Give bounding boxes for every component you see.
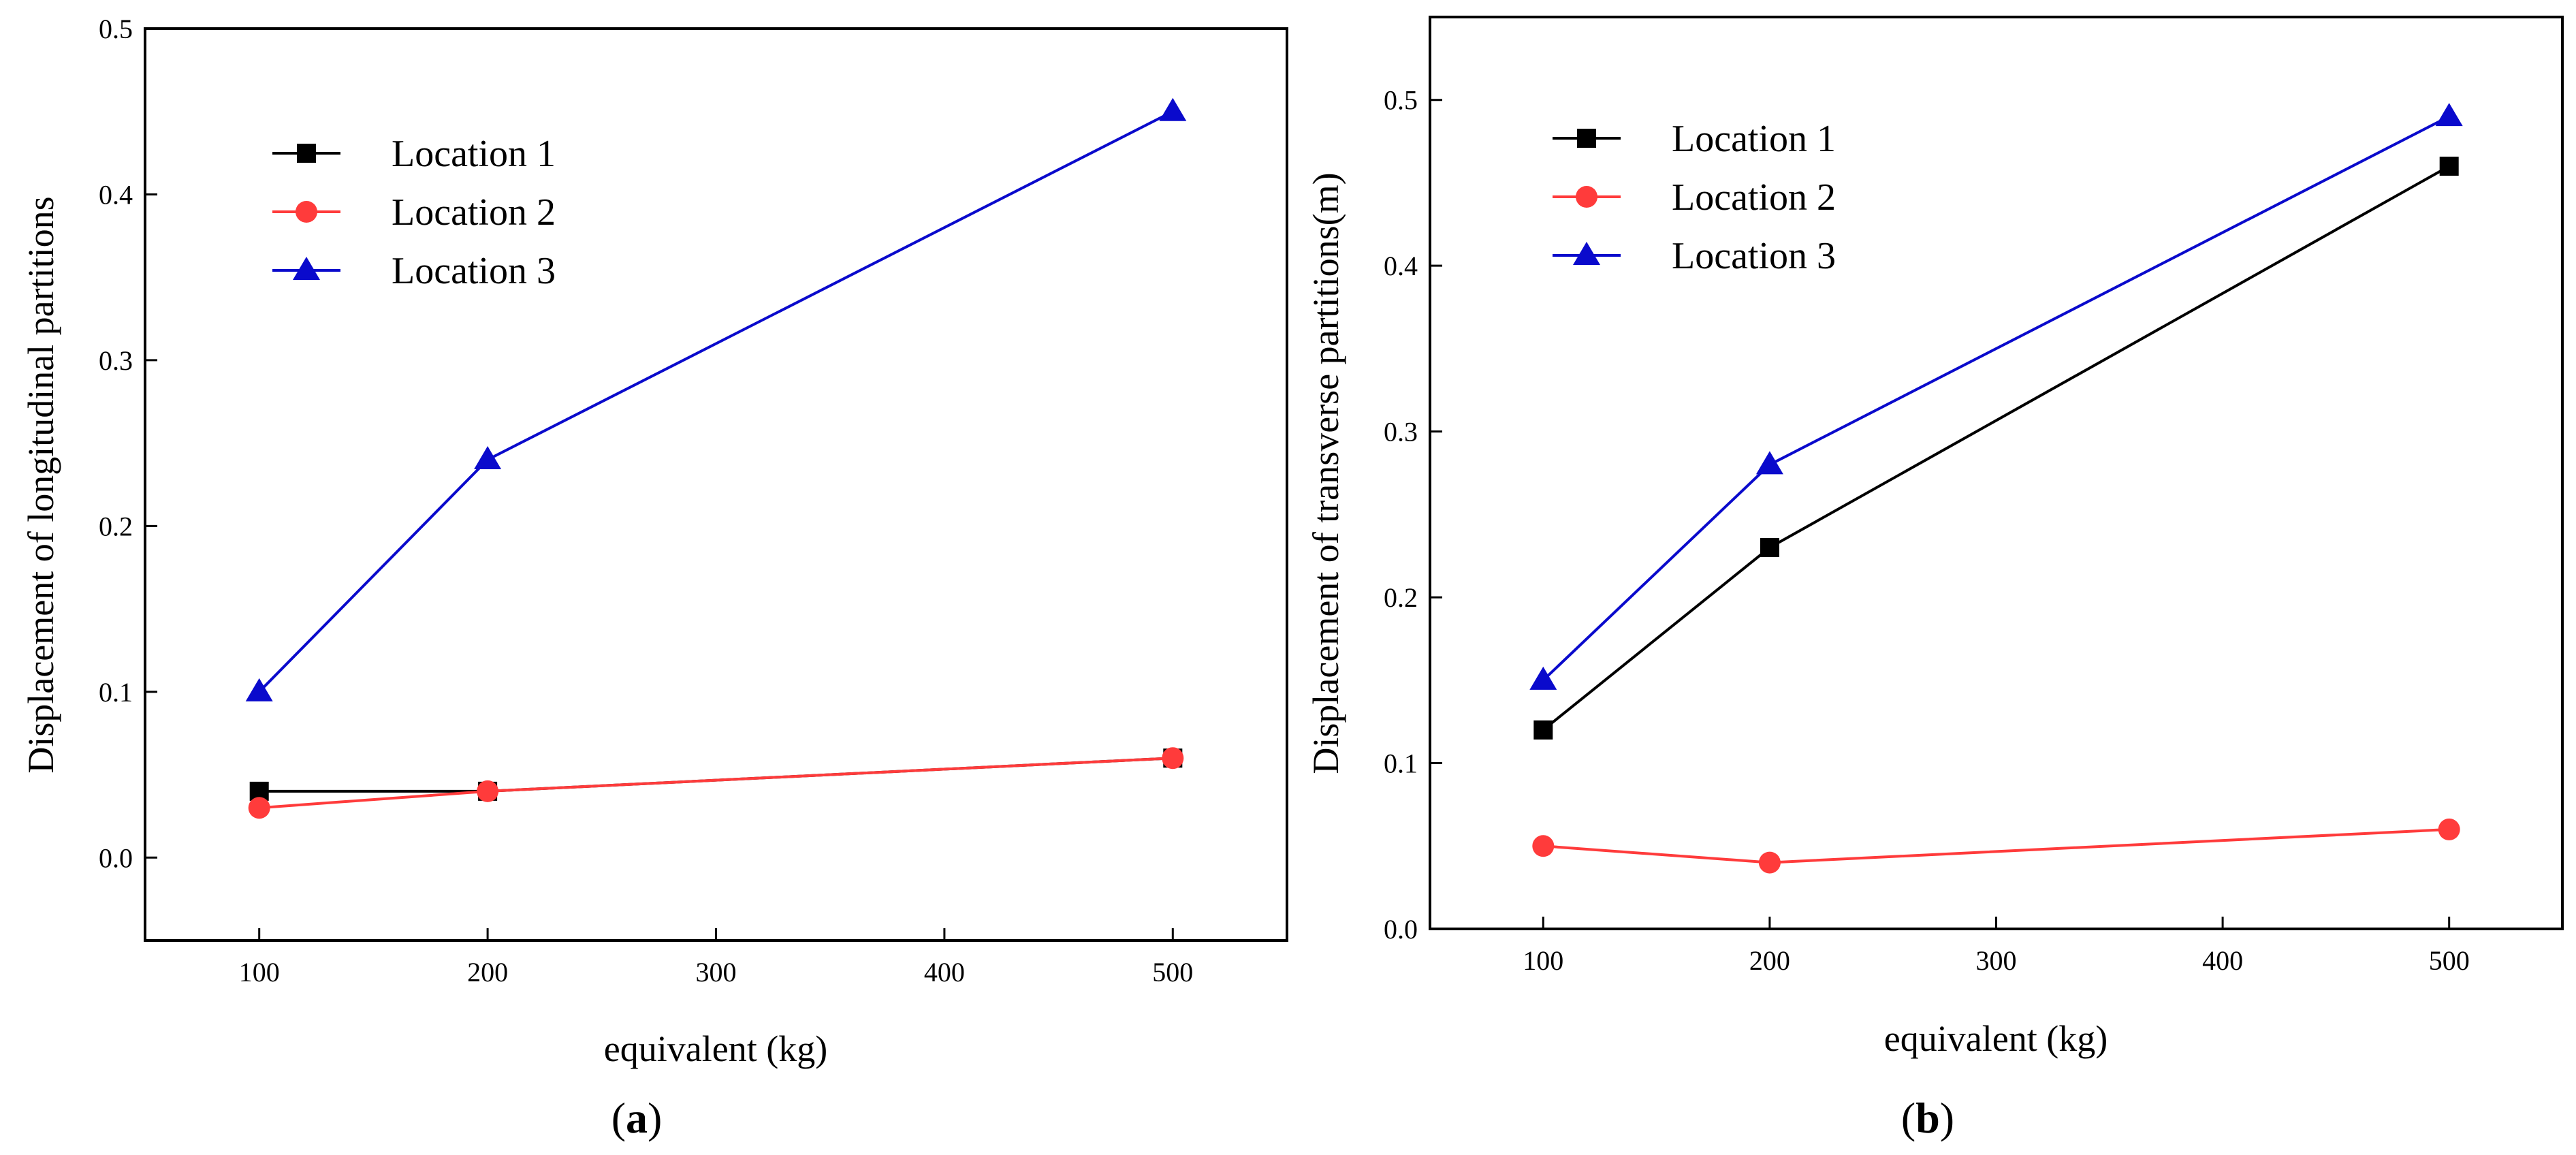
legend-item-location-3: Location 3 (1553, 235, 1836, 277)
legend: Location 1 Location 2 Location 3 (272, 133, 556, 292)
legend-marker-square (1577, 129, 1596, 148)
series-layer (1529, 103, 2463, 874)
data-point-location-3 (1529, 666, 1557, 690)
x-tick-label: 400 (2202, 945, 2243, 976)
y-tick-label: 0.1 (99, 677, 133, 708)
legend-marker-triangle (1573, 242, 1600, 265)
y-axis-label: Displacement of longitudinal partitions (20, 196, 61, 773)
legend-label: Location 1 (392, 133, 556, 175)
data-point-location-2 (477, 780, 499, 802)
y-tick-label: 0.4 (99, 179, 133, 210)
data-point-location-3 (245, 678, 273, 701)
data-point-location-3 (1159, 97, 1187, 121)
data-point-location-3 (474, 445, 502, 469)
legend-label: Location 3 (392, 250, 556, 292)
data-point-location-3 (1755, 451, 1783, 475)
legend-marker-triangle (293, 257, 320, 280)
legend-label: Location 3 (1672, 235, 1836, 277)
y-axis-label: Displacement of transverse partitions(m) (1305, 172, 1346, 774)
y-tick-label: 0.3 (99, 345, 133, 376)
chart-panel-b: 100 200 300 400 500 0.0 0.1 0.2 0.3 0.4 0.5 Locati… (1305, 16, 2564, 1142)
y-tick-label: 0.0 (99, 842, 133, 873)
y-tick-label: 0.1 (1384, 748, 1418, 779)
series-layer (245, 97, 1187, 819)
x-tick-label: 500 (1152, 957, 1193, 987)
data-point-location-2 (1162, 747, 1184, 770)
x-tick-label: 100 (239, 957, 280, 987)
series-line-location-1 (259, 757, 1173, 793)
series-line-location-2 (1543, 827, 2449, 864)
caption-letter: a (626, 1094, 648, 1142)
legend-marker-circle (1576, 186, 1597, 208)
plot-frame (1429, 16, 2564, 930)
axis-ticks: 100 200 300 400 500 0.0 0.1 0.2 0.3 0.4 0.5 (99, 14, 1193, 987)
data-point-location-1 (2439, 157, 2459, 176)
data-point-location-2 (2438, 818, 2460, 840)
data-point-location-2 (248, 797, 270, 819)
x-tick-label: 500 (2429, 945, 2470, 976)
legend-label: Location 2 (392, 191, 556, 234)
data-point-location-2 (1532, 835, 1555, 857)
x-tick-label: 300 (1976, 945, 2017, 976)
legend-item-location-2: Location 2 (272, 191, 556, 234)
legend: Location 1 Location 2 Location 3 (1553, 118, 1836, 277)
x-axis-label: equivalent (kg) (604, 1028, 827, 1069)
legend-label: Location 1 (1672, 118, 1836, 160)
legend-marker-square (297, 144, 316, 163)
data-point-location-3 (2435, 103, 2463, 127)
data-point-location-2 (1758, 851, 1781, 874)
legend-item-location-2: Location 2 (1553, 176, 1836, 219)
data-point-location-1 (1533, 720, 1553, 740)
caption-letter: b (1915, 1094, 1940, 1142)
y-tick-label: 0.5 (99, 14, 133, 44)
panel-caption-b: (b) (1901, 1094, 1954, 1142)
legend-item-location-1: Location 1 (1553, 118, 1836, 160)
legend-item-location-1: Location 1 (272, 133, 556, 175)
x-tick-label: 200 (1749, 945, 1790, 976)
y-tick-label: 0.5 (1384, 85, 1418, 116)
y-tick-label: 0.2 (99, 511, 133, 541)
chart-panel-a: 100 200 300 400 500 0.0 0.1 0.2 0.3 0.4 0.5 Locati… (20, 14, 1288, 1142)
y-tick-label: 0.4 (1384, 251, 1418, 281)
data-point-location-1 (1760, 538, 1779, 558)
y-tick-label: 0.3 (1384, 417, 1418, 447)
y-tick-label: 0.0 (1384, 914, 1418, 945)
y-tick-label: 0.2 (1384, 582, 1418, 613)
legend-marker-circle (296, 201, 317, 223)
series-line-location-2 (259, 757, 1173, 810)
legend-label: Location 2 (1672, 176, 1836, 219)
x-tick-label: 300 (696, 957, 737, 987)
x-axis-label: equivalent (kg) (1884, 1018, 2108, 1059)
x-tick-label: 200 (467, 957, 508, 987)
x-tick-label: 400 (924, 957, 965, 987)
legend-item-location-3: Location 3 (272, 250, 556, 292)
axis-ticks: 100 200 300 400 500 0.0 0.1 0.2 0.3 0.4 0.5 (1384, 85, 2470, 976)
panel-caption-a: (a) (611, 1094, 663, 1142)
x-tick-label: 100 (1523, 945, 1563, 976)
